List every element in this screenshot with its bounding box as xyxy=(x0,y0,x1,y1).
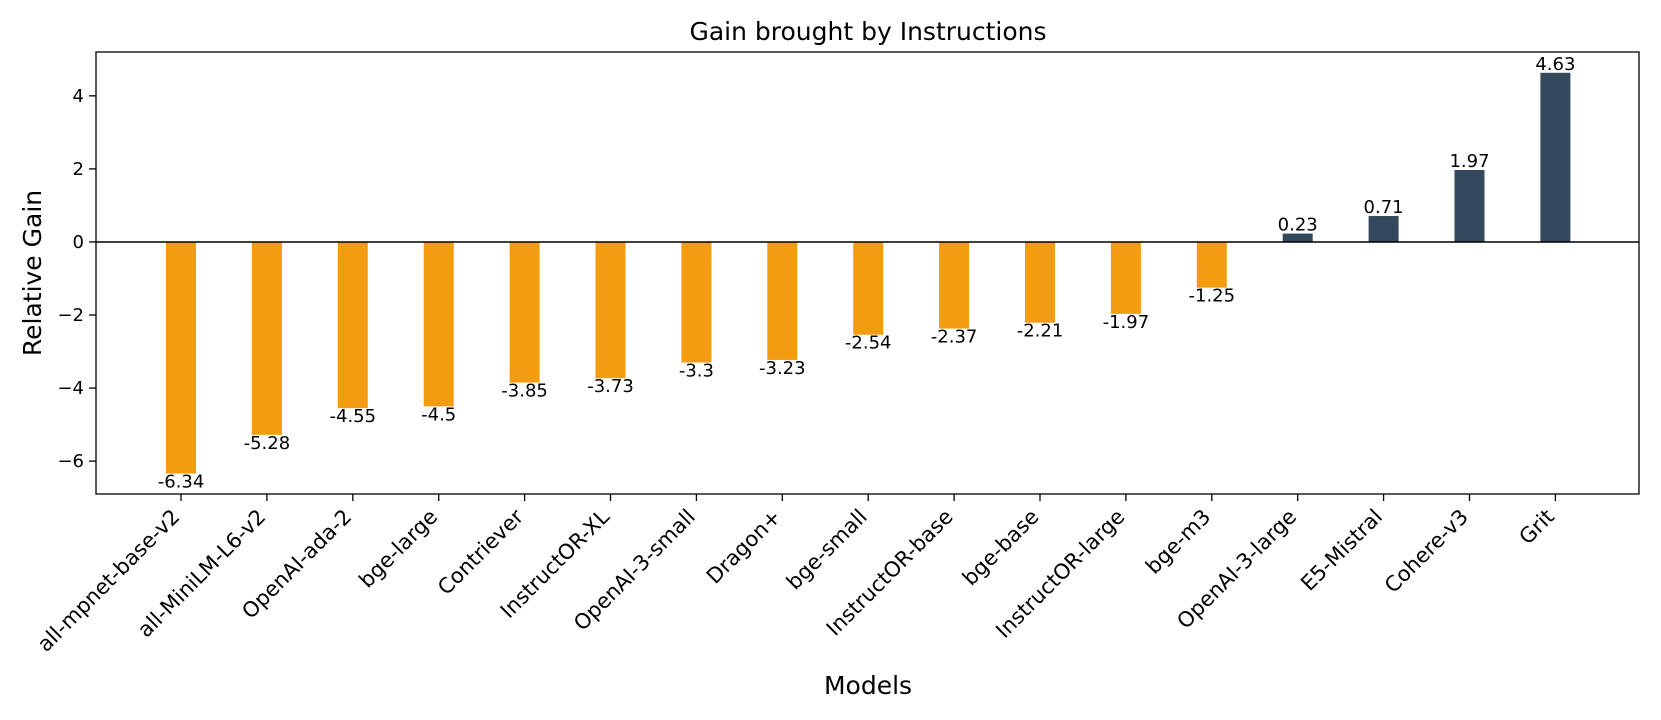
plot-area: 420−2−4−6all-mpnet-base-v2all-MiniLM-L6-… xyxy=(33,51,1640,657)
x-tick-label: Cohere-v3 xyxy=(1380,505,1473,598)
x-tick-label: bge-small xyxy=(782,505,872,595)
x-tick-label: Grit xyxy=(1514,505,1559,550)
data-label: -4.5 xyxy=(421,404,456,425)
x-tick-label: all-mpnet-base-v2 xyxy=(33,505,185,657)
bar xyxy=(1025,241,1055,323)
data-label: 0.23 xyxy=(1278,215,1318,236)
data-label: -2.37 xyxy=(931,327,978,348)
x-tick-label: Contriever xyxy=(433,504,528,599)
y-tick-label: −4 xyxy=(57,378,84,399)
y-axis-label: Relative Gain xyxy=(18,190,47,356)
data-label: 0.71 xyxy=(1364,197,1404,218)
y-tick-label: 2 xyxy=(73,159,84,180)
data-label: -2.21 xyxy=(1017,321,1064,342)
bar xyxy=(1454,169,1485,242)
data-label: 1.97 xyxy=(1449,151,1489,172)
bar xyxy=(681,241,712,363)
bar xyxy=(251,241,282,435)
data-label: -1.97 xyxy=(1103,312,1150,333)
y-tick-label: 4 xyxy=(73,86,84,107)
x-tick-label: bge-m3 xyxy=(1141,505,1215,579)
plot-frame xyxy=(95,51,1640,495)
x-tick-label: bge-base xyxy=(958,505,1044,591)
bar xyxy=(166,241,196,474)
bar xyxy=(509,241,540,383)
x-tick-label: E5-Mistral xyxy=(1296,505,1387,596)
bar xyxy=(853,241,884,335)
data-label: -3.23 xyxy=(759,358,806,379)
data-label: -3.73 xyxy=(587,376,634,397)
bar xyxy=(1282,233,1313,242)
x-tick-label: Dragon+ xyxy=(702,505,786,589)
x-axis-label: Models xyxy=(824,671,912,700)
bar xyxy=(1110,241,1141,314)
bar xyxy=(767,241,798,360)
data-label: -1.25 xyxy=(1189,286,1236,307)
y-tick-label: 0 xyxy=(73,232,84,253)
data-label: -2.54 xyxy=(845,333,892,354)
bar xyxy=(939,241,970,329)
data-label: -6.34 xyxy=(158,472,205,493)
x-tick-label: bge-large xyxy=(354,505,442,593)
bar xyxy=(595,241,626,379)
bar xyxy=(1368,216,1399,242)
bar xyxy=(423,241,454,407)
y-tick-label: −2 xyxy=(57,305,84,326)
data-label: -3.85 xyxy=(501,381,548,402)
data-label: -3.3 xyxy=(679,360,714,381)
y-tick-label: −6 xyxy=(57,451,84,472)
data-label: -4.55 xyxy=(330,406,377,427)
bar xyxy=(1540,72,1571,242)
data-label: 4.63 xyxy=(1535,54,1575,75)
chart-title: Gain brought by Instructions xyxy=(689,17,1046,46)
data-label: -5.28 xyxy=(244,433,291,454)
bar xyxy=(1196,241,1227,288)
bar xyxy=(337,241,368,409)
